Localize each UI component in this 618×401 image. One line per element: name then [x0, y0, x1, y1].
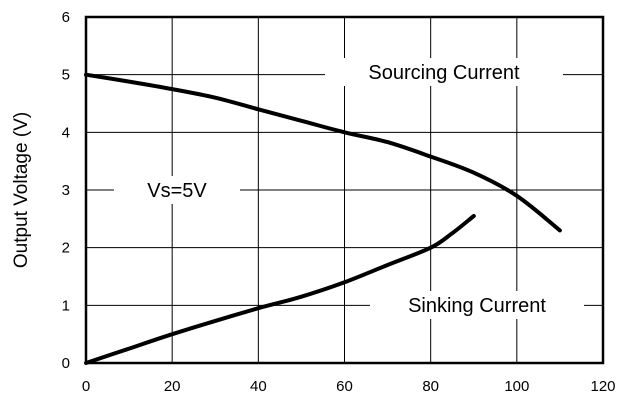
vs-annotation: Vs=5V — [147, 180, 207, 202]
sinking-current-line — [84, 214, 476, 365]
y-tick-label: 6 — [62, 9, 70, 26]
x-tick-labels: 0 20 40 60 80 100 120 — [82, 378, 616, 395]
y-tick-label: 2 — [62, 240, 70, 257]
y-tick-label: 5 — [62, 67, 70, 84]
y-tick-label: 4 — [62, 124, 70, 141]
x-tick-label: 60 — [336, 378, 353, 395]
sourcing-current-label-background — [325, 58, 563, 86]
vs-annotation-background — [114, 176, 240, 204]
sinking-current-label: Sinking Current — [408, 295, 546, 317]
y-tick-label: 3 — [62, 182, 70, 199]
x-tick-label: 20 — [164, 378, 181, 395]
y-axis-label: Output Voltage (V) — [11, 112, 32, 268]
x-tick-label: 120 — [590, 378, 615, 395]
x-tick-label: 0 — [82, 378, 90, 395]
sinking-current-label-background — [370, 291, 584, 319]
annotations: Sourcing Current Sinking Current Vs=5V — [114, 58, 584, 319]
x-tick-label: 80 — [422, 378, 439, 395]
sourcing-current-line — [84, 72, 562, 233]
sourcing-current-label: Sourcing Current — [368, 62, 520, 84]
plot-frame — [84, 15, 605, 365]
y-tick-labels: 0 1 2 3 4 5 6 — [62, 9, 70, 372]
y-tick-label: 1 — [62, 297, 70, 314]
x-tick-label: 40 — [250, 378, 267, 395]
series-lines — [84, 72, 562, 365]
y-tick-label: 0 — [62, 355, 70, 372]
x-tick-label: 100 — [504, 378, 529, 395]
